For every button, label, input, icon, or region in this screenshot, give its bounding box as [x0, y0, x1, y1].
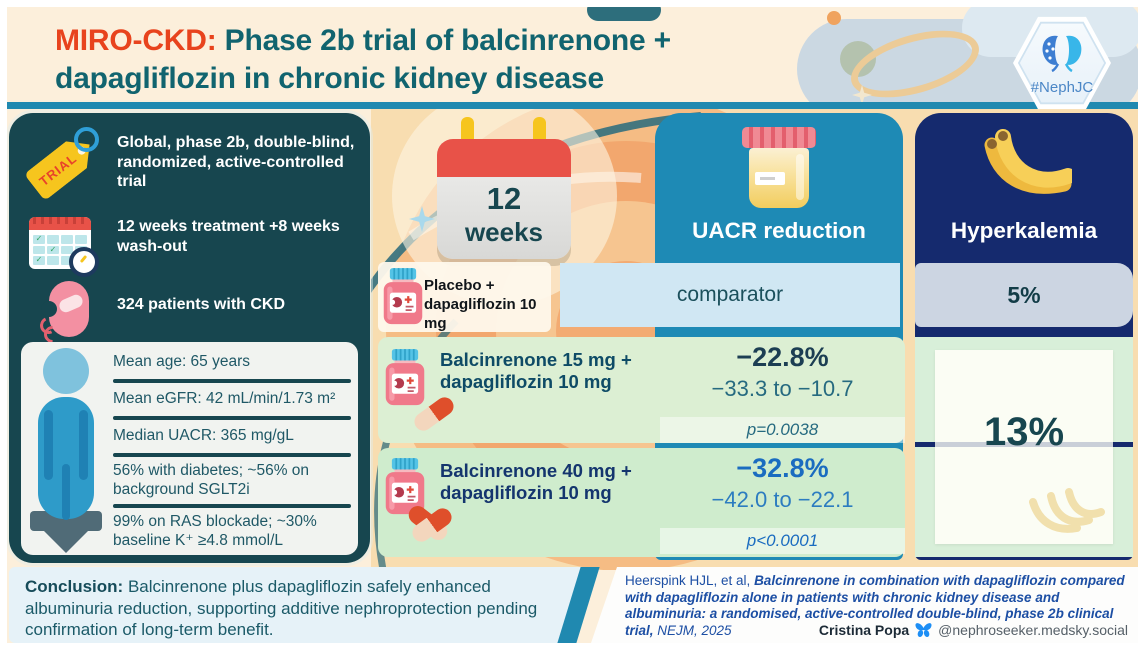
urine-sample-icon [741, 127, 817, 211]
badge-label: #NephJC [1030, 79, 1094, 96]
author-credit: Cristina Popa @nephroseeker.medsky.socia… [819, 621, 1128, 638]
uacr-value: −32.8% [736, 453, 829, 483]
study-design-panel: TRIAL Global, phase 2b, double-blind, ra… [9, 113, 370, 563]
conclusion-text: Balcinrenone plus dapagliflozin safely e… [25, 577, 538, 639]
treatment-duration-text: 12 weeks treatment +8 weeks wash-out [117, 218, 340, 255]
hyperkalemia-placebo-cell: 5% [915, 263, 1133, 327]
patient-count-text: 324 patients with CKD [117, 296, 286, 313]
baseline-stats-list: Mean age: 65 years Mean eGFR: 42 mL/min/… [113, 347, 351, 554]
citation-title: Balcinrenone in combination with dapagli… [625, 573, 1125, 638]
arm-name: Balcinrenone 40 mg + dapagliflozin 10 mg [440, 460, 632, 503]
uacr-comparator-cell: comparator [560, 263, 900, 327]
teal-blob-decoration [587, 7, 661, 21]
citation-authors: Heerspink HJL, et al, [625, 573, 755, 588]
arm-name: Placebo + dapagliflozin 10 mg [424, 277, 537, 332]
stat-mean-egfr: Mean eGFR: 42 mL/min/1.73 m² [113, 390, 336, 408]
duration-unit: weeks [464, 217, 544, 247]
hyperkalemia-combined-value: 13% [983, 410, 1065, 454]
stat-ras-potassium: 99% on RAS blockade; ~30% baseline K⁺ ≥4… [113, 513, 317, 549]
p-value: p<0.0001 [660, 528, 905, 554]
uacr-confidence-interval: −33.3 to −10.7 [711, 376, 854, 401]
planet-icon [840, 41, 876, 77]
nephjc-badge: #NephJC [1012, 15, 1112, 111]
pill-bottle-icon [385, 349, 425, 406]
citation-journal: NEJM, 2025 [653, 622, 732, 638]
bluesky-butterfly-icon [915, 623, 932, 638]
uacr-confidence-interval: −42.0 to −22.1 [711, 487, 854, 512]
citation-box: Heerspink HJL, et al, Balcinrenone in co… [591, 567, 1138, 643]
uacr-result-15mg: −22.8% −33.3 to −10.7 p=0.0038 [660, 337, 905, 443]
baseline-stats-panel: Mean age: 65 years Mean eGFR: 42 mL/min/… [21, 342, 358, 555]
hyperkalemia-combined-cell: 13% [915, 337, 1133, 557]
patient-figure-icon [30, 348, 102, 553]
arm-balcinrenone-15-row: Balcinrenone 15 mg + dapagliflozin 10 mg… [378, 337, 905, 443]
stat-diabetes-sglt2i: 56% with diabetes; ~56% on background SG… [113, 462, 310, 498]
uacr-column-header: UACR reduction [692, 218, 866, 243]
arm-name: Balcinrenone 15 mg + dapagliflozin 10 mg [440, 349, 632, 392]
kidneys-icon [1042, 35, 1082, 72]
stat-median-uacr: Median UACR: 365 mg/gL [113, 427, 294, 445]
stat-mean-age: Mean age: 65 years [113, 353, 251, 371]
banana-watermark-icon [1029, 488, 1105, 533]
trial-design-text: Global, phase 2b, double-blind, randomiz… [117, 134, 355, 190]
p-value: p=0.0038 [660, 417, 905, 443]
trial-tag-icon: TRIAL [23, 123, 109, 207]
title-divider [7, 102, 1138, 109]
orange-dot-decoration [827, 11, 841, 25]
uacr-result-40mg: −32.8% −42.0 to −22.1 p<0.0001 [660, 448, 905, 557]
pill-bottle-icon [383, 268, 423, 325]
uacr-value: −22.8% [736, 342, 829, 372]
conclusion-box: Conclusion: Balcinrenone plus dapagliflo… [9, 567, 597, 643]
hyperkalemia-column-header: Hyperkalemia [950, 218, 1098, 243]
infographic-background: MIRO-CKD: Phase 2b trial of balcinrenone… [7, 7, 1138, 643]
calendar-clock-icon: ✓ ✓ ✓ [29, 211, 99, 277]
arm-placebo-label: Placebo + dapagliflozin 10 mg [378, 262, 551, 332]
page-title: MIRO-CKD: Phase 2b trial of balcinrenone… [55, 24, 671, 95]
pill-bottle-icon [385, 458, 425, 515]
hyperkalemia-value-box: 13% [935, 350, 1113, 544]
kidney-icon [37, 279, 95, 347]
duration-calendar-icon: 12 weeks [437, 117, 571, 259]
bananas-icon [984, 129, 1072, 194]
duration-value: 12 [486, 181, 522, 216]
trial-acronym: MIRO-CKD [55, 24, 207, 57]
arm-balcinrenone-40-row: Balcinrenone 40 mg + dapagliflozin 10 mg… [378, 448, 905, 557]
credit-name: Cristina Popa [818, 621, 910, 638]
credit-handle: @nephroseeker.medsky.social [938, 621, 1128, 638]
conclusion-label: Conclusion: [25, 577, 124, 596]
